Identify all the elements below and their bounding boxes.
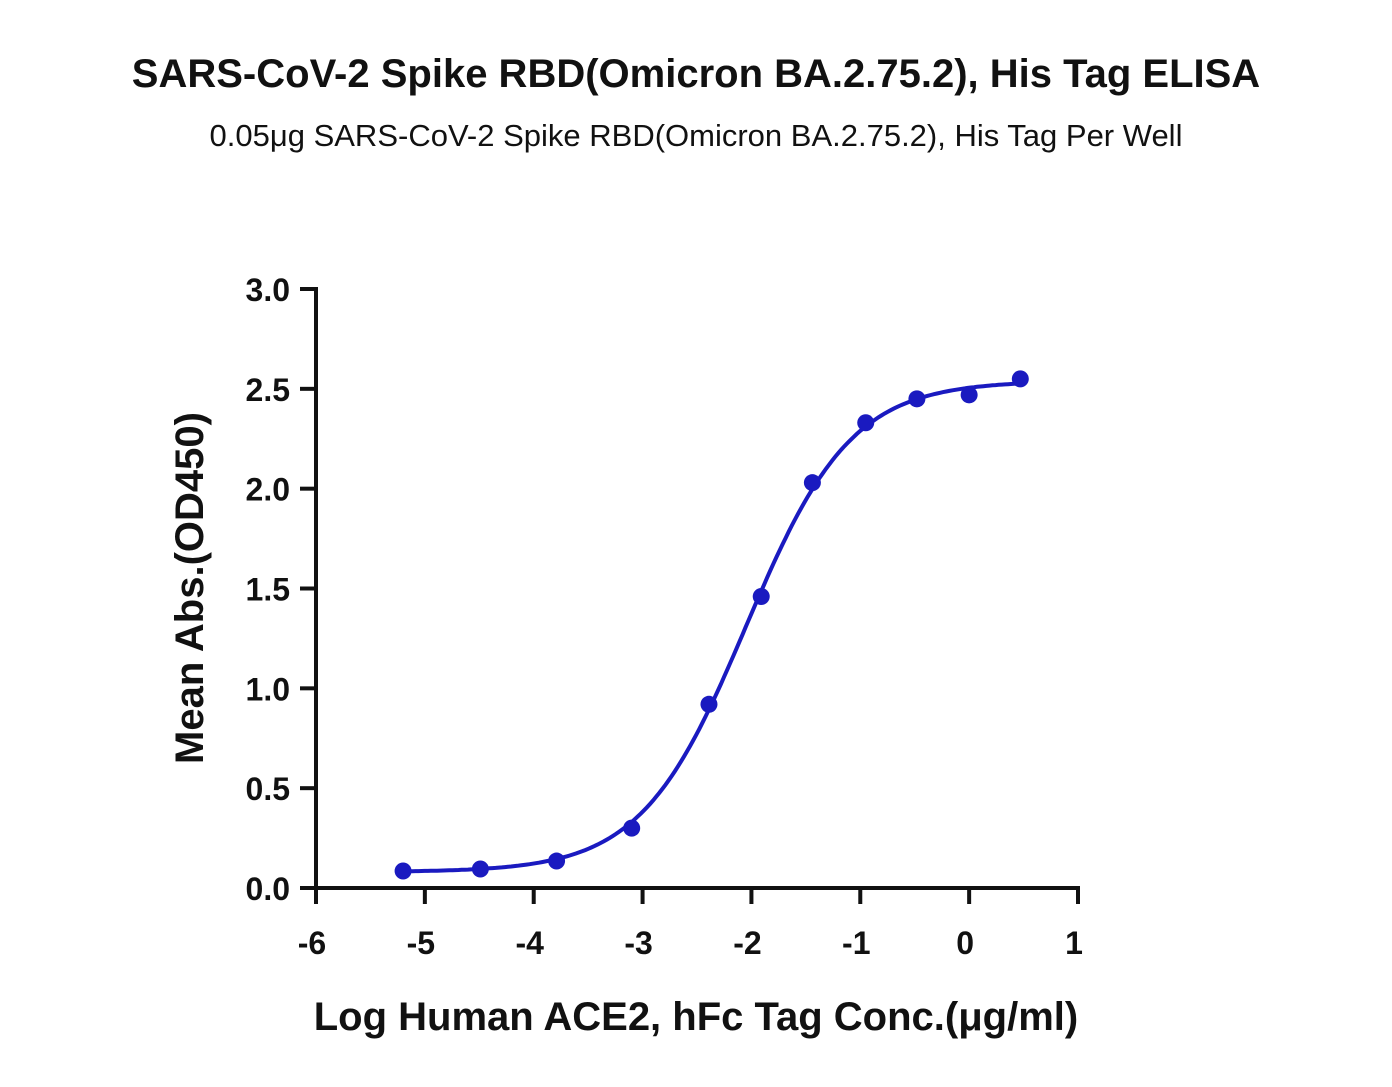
data-point	[548, 852, 566, 870]
chart-subtitle: 0.05μg SARS-CoV-2 Spike RBD(Omicron BA.2…	[209, 118, 1183, 153]
x-tick-label: -1	[842, 925, 870, 961]
y-tick-label: 0.5	[246, 771, 290, 807]
data-point	[1011, 370, 1029, 388]
x-tick-label: -5	[407, 925, 435, 961]
data-point	[857, 414, 875, 432]
chart-title: SARS-CoV-2 Spike RBD(Omicron BA.2.75.2),…	[131, 52, 1261, 96]
x-tick-label: 0	[956, 925, 974, 961]
data-point	[752, 587, 770, 605]
y-tick-label: 0.0	[246, 871, 290, 907]
data-point	[960, 386, 978, 404]
x-tick-label: 1	[1065, 925, 1083, 961]
fit-curve	[403, 381, 1021, 874]
x-axis-label: Log Human ACE2, hFc Tag Conc.(μg/ml)	[314, 995, 1078, 1039]
x-tick-label: -2	[733, 925, 761, 961]
data-point	[803, 474, 821, 492]
y-tick-label: 1.5	[246, 572, 290, 608]
x-tick-label: -6	[298, 925, 326, 961]
data-point	[623, 819, 641, 837]
x-tick-label: -3	[624, 925, 652, 961]
y-tick-label: 1.0	[246, 671, 290, 707]
data-point	[700, 695, 718, 713]
x-tick-label: -4	[515, 925, 544, 961]
y-tick-label: 2.0	[246, 472, 290, 508]
data-point	[471, 860, 489, 878]
y-tick-label: 3.0	[246, 272, 290, 308]
y-axis-label: Mean Abs.(OD450)	[168, 412, 212, 764]
y-tick-label: 2.5	[246, 372, 290, 408]
data-point	[394, 862, 412, 880]
data-point	[908, 390, 926, 408]
